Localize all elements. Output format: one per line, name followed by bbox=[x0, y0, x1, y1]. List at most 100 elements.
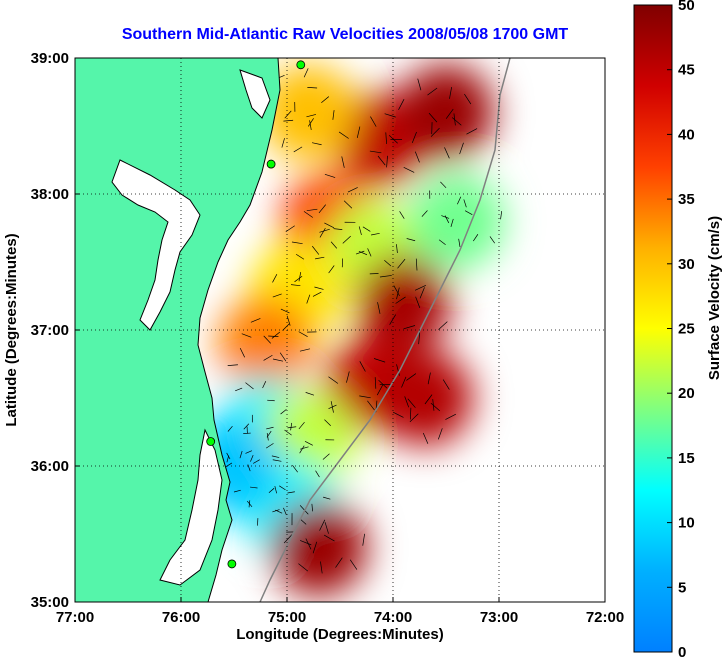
velocity-arrow bbox=[227, 425, 233, 432]
velocity-arrow bbox=[298, 563, 309, 572]
velocity-arrow bbox=[283, 534, 293, 544]
x-tick-label: 73:00 bbox=[480, 609, 518, 626]
colorbar-label: Surface Velocity (cm/s) bbox=[706, 216, 723, 380]
velocity-arrow bbox=[239, 450, 243, 459]
velocity-arrow bbox=[500, 211, 503, 220]
velocity-arrow bbox=[384, 260, 392, 267]
velocity-arrow bbox=[362, 533, 365, 546]
velocity-arrow bbox=[406, 373, 417, 381]
velocity-arrow bbox=[379, 275, 392, 278]
velocity-arrow bbox=[274, 485, 277, 494]
x-tick-label: 76:00 bbox=[162, 609, 200, 626]
velocity-arrow bbox=[330, 241, 338, 249]
x-axis-label: Longitude (Degrees:Minutes) bbox=[236, 626, 444, 643]
velocity-arrow bbox=[328, 404, 337, 410]
velocity-arrow bbox=[437, 428, 443, 440]
velocity-arrow bbox=[235, 387, 243, 392]
velocity-arrow bbox=[305, 538, 312, 550]
velocity-arrow bbox=[319, 227, 326, 238]
velocity-arrow bbox=[265, 443, 274, 449]
velocity-region bbox=[270, 499, 367, 596]
velocity-arrow bbox=[318, 204, 326, 214]
velocity-arrow bbox=[451, 117, 462, 126]
colorbar bbox=[633, 4, 673, 653]
velocity-arrow bbox=[369, 150, 382, 154]
velocity-arrow bbox=[249, 486, 258, 489]
velocity-arrow bbox=[280, 308, 290, 314]
x-tick-label: 75:00 bbox=[268, 609, 306, 626]
velocity-arrow bbox=[321, 96, 330, 104]
velocity-arrow bbox=[388, 135, 398, 144]
velocity-arrow bbox=[473, 234, 479, 242]
colorbar-tick-label: 50 bbox=[678, 0, 695, 14]
velocity-arrow bbox=[287, 426, 297, 429]
velocity-arrow bbox=[303, 211, 314, 218]
velocity-arrow bbox=[324, 522, 329, 534]
velocity-arrow bbox=[367, 400, 375, 411]
radar-station-marker bbox=[227, 559, 237, 569]
velocity-field bbox=[186, 64, 505, 596]
velocity-arrow bbox=[355, 250, 365, 255]
velocity-arrow bbox=[306, 208, 318, 212]
velocity-arrow bbox=[304, 441, 313, 446]
velocity-arrow bbox=[292, 464, 298, 473]
velocity-arrow bbox=[311, 503, 313, 512]
velocity-arrow bbox=[324, 419, 331, 427]
velocity-arrow bbox=[359, 361, 366, 372]
velocity-arrow bbox=[370, 116, 377, 127]
velocity-arrow bbox=[284, 110, 292, 119]
coastline-shelf bbox=[259, 58, 511, 602]
velocity-arrow bbox=[323, 534, 335, 542]
velocity-arrow bbox=[283, 507, 287, 515]
colorbar-tick-label: 45 bbox=[678, 62, 695, 79]
velocity-arrow bbox=[376, 384, 384, 396]
radar-stations bbox=[206, 60, 306, 569]
colorbar-tick-label: 20 bbox=[678, 385, 695, 402]
velocity-arrow bbox=[280, 409, 287, 415]
colorbar-tick-label: 40 bbox=[678, 126, 695, 143]
velocity-arrow bbox=[233, 489, 241, 493]
velocity-region bbox=[376, 350, 473, 446]
velocity-arrow bbox=[459, 142, 464, 155]
velocity-arrow bbox=[298, 421, 305, 430]
velocity-arrow bbox=[444, 147, 450, 159]
velocity-arrow bbox=[377, 302, 381, 314]
velocity-region bbox=[355, 254, 452, 351]
velocity-arrow bbox=[299, 348, 311, 352]
velocity-arrow bbox=[432, 399, 435, 411]
velocity-arrow bbox=[395, 296, 406, 304]
velocity-arrow bbox=[300, 446, 309, 450]
velocity-arrow bbox=[294, 275, 303, 283]
velocity-arrow bbox=[266, 430, 272, 438]
velocity-arrow bbox=[438, 239, 446, 246]
pamlico-sound bbox=[159, 428, 223, 586]
y-tick-label: 38:00 bbox=[31, 186, 69, 203]
velocity-arrow bbox=[250, 318, 261, 323]
velocity-arrow bbox=[319, 228, 330, 233]
velocity-region bbox=[408, 173, 505, 270]
velocity-arrow bbox=[243, 423, 250, 430]
velocity-arrow bbox=[449, 86, 452, 99]
velocity-arrow bbox=[415, 296, 421, 309]
velocity-arrow bbox=[286, 315, 291, 326]
velocity-arrow bbox=[268, 335, 279, 338]
colorbar-ticks: 0 5 10 15 20 25 30 35 40 45 50 bbox=[667, 0, 695, 659]
velocity-arrow bbox=[320, 561, 323, 574]
velocity-arrow bbox=[397, 258, 406, 269]
velocity-arrow bbox=[303, 68, 309, 78]
colorbar-tick-label: 25 bbox=[678, 321, 695, 338]
velocity-arrow bbox=[442, 379, 450, 390]
velocity-arrow bbox=[427, 87, 438, 96]
velocity-arrow bbox=[373, 358, 386, 363]
velocity-arrow bbox=[358, 226, 362, 236]
velocity-arrow bbox=[374, 377, 377, 389]
velocity-arrow bbox=[386, 155, 388, 168]
velocity-arrow bbox=[347, 187, 358, 193]
velocity-arrow bbox=[322, 453, 330, 460]
velocity-arrow bbox=[247, 464, 251, 472]
velocity-arrow bbox=[466, 128, 478, 135]
velocity-arrow bbox=[283, 119, 294, 122]
velocity-arrow bbox=[341, 156, 345, 168]
velocity-arrow bbox=[272, 358, 284, 362]
x-tick-label: 77:00 bbox=[56, 609, 94, 626]
